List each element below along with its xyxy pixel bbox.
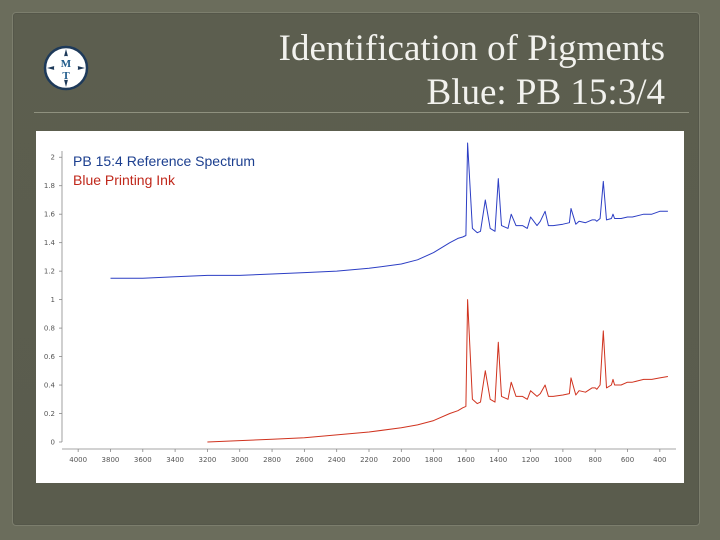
x-tick-label: 3600 [134,456,152,464]
y-tick-label: 1 [51,296,55,304]
svg-text:M: M [61,58,72,70]
slide-title-line1: Identification of Pigments [278,28,665,69]
y-tick-label: 0.8 [44,325,55,333]
series-line-ink [207,299,668,443]
x-tick-label: 1800 [425,456,443,464]
x-tick-label: 1000 [554,456,572,464]
x-tick-label: 400 [653,456,666,464]
spectrum-chart: 0 0.2 0.4 0.6 0.8 1 1.2 1.4 1.6 1.8 2 4000 3800 3600 3… [36,131,684,483]
x-tick-label: 2600 [295,456,313,464]
y-tick-label: 1.8 [44,182,55,190]
y-tick-label: 0.2 [44,410,55,418]
spectrum-chart-svg: 0 0.2 0.4 0.6 0.8 1 1.2 1.4 1.6 1.8 2 4000 3800 3600 3… [44,142,676,464]
x-tick-label: 1400 [489,456,507,464]
x-tick-label: 3200 [199,456,217,464]
slide-title-line2: Blue: PB 15:3/4 [426,72,665,113]
y-tick-label: 2 [51,154,55,162]
y-tick-label: 1.6 [44,211,56,219]
x-tick-label: 2000 [392,456,410,464]
y-tick-label: 1.4 [44,239,56,247]
x-tick-label: 3000 [231,456,249,464]
x-tick-label: 2200 [360,456,378,464]
y-tick-label: 1.2 [44,268,55,276]
x-tick-label: 4000 [69,456,87,464]
x-tick-label: 3400 [166,456,184,464]
slide-title: Identification of Pigments Blue: PB 15:3… [279,27,665,115]
x-tick-label: 2800 [263,456,281,464]
legend-entry-ink: Blue Printing Ink [73,172,175,188]
x-tick-label: 3800 [102,456,120,464]
y-tick-label: 0.4 [44,382,56,390]
x-tick-label: 1200 [522,456,540,464]
x-tick-label: 2400 [328,456,346,464]
y-tick-label: 0.6 [44,353,56,361]
legend-entry-reference: PB 15:4 Reference Spectrum [73,153,256,169]
series-line-reference [110,142,668,279]
chart-legend: PB 15:4 Reference Spectrum Blue Printing… [73,152,255,190]
x-tick-label: 1600 [457,456,475,464]
x-tick-label: 800 [589,456,602,464]
title-divider [34,112,689,113]
y-tick-label: 0 [51,439,55,447]
x-tick-label: 600 [621,456,634,464]
mt-compass-logo-icon: M T [43,45,89,91]
svg-text:T: T [62,70,70,82]
